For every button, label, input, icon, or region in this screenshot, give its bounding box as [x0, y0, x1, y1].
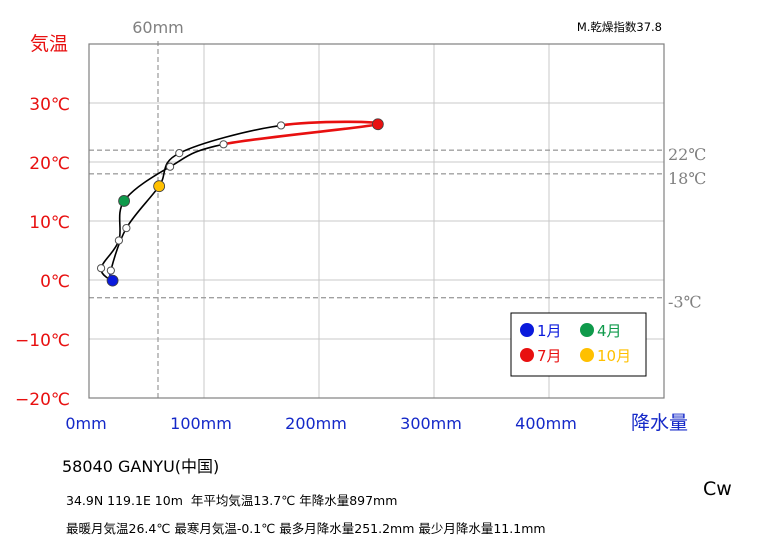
month-point-8	[276, 121, 286, 130]
legend-marker-7	[520, 348, 534, 362]
legend-label-4: 4月	[597, 322, 622, 340]
legend-label-1: 1月	[537, 322, 562, 340]
legend-marker-1	[520, 323, 534, 337]
precipitation-axis-label: 降水量	[631, 412, 688, 434]
temperature-axis-label: 気温	[30, 33, 68, 55]
reference-label-temp: -3℃	[668, 293, 701, 312]
month-point-1	[106, 274, 119, 287]
legend-label-7: 7月	[537, 347, 562, 365]
temperature-tick-label: 30℃	[29, 95, 70, 115]
climate-classification: Cw	[703, 478, 732, 500]
precipitation-tick-label: 300mm	[400, 414, 462, 433]
precipitation-tick-labels: 0mm 100mm 200mm 300mm 400mm	[65, 414, 577, 433]
legend: 1月 4月 7月 10月	[510, 312, 647, 377]
climate-curve	[100, 120, 380, 282]
temperature-tick-label: 10℃	[29, 213, 70, 233]
legend-marker-10	[580, 348, 594, 362]
month-point-2	[96, 264, 106, 273]
reference-label-temp: 18℃	[668, 169, 706, 188]
station-name: 58040 GANYU(中国)	[62, 457, 220, 476]
temperature-tick-label: −10℃	[15, 331, 70, 351]
month-point-7	[371, 118, 384, 131]
precipitation-tick-label: 200mm	[285, 414, 347, 433]
temperature-tick-label: 20℃	[29, 154, 70, 174]
station-summary: 34.9N 119.1E 10m 年平均気温13.7℃ 年降水量897mm	[66, 490, 397, 509]
legend-marker-4	[580, 323, 594, 337]
precipitation-tick-label: 100mm	[170, 414, 232, 433]
month-point-5	[165, 162, 175, 171]
station-extremes: 最暖月気温26.4℃ 最寒月気温-0.1℃ 最多月降水量251.2mm 最少月降…	[66, 521, 546, 536]
summer-segment-jun-jul	[223, 122, 379, 146]
grid	[89, 44, 664, 398]
annual-curve	[100, 121, 380, 282]
station-coords: 34.9N 119.1E 10m	[66, 493, 183, 508]
month-point-9	[175, 149, 184, 158]
temperature-tick-label: 0℃	[40, 272, 70, 292]
plot-frame	[88, 43, 665, 399]
precipitation-tick-label: 400mm	[515, 414, 577, 433]
month-points	[96, 118, 384, 287]
reference-label-temp: 22℃	[668, 145, 706, 164]
month-point-6	[219, 140, 228, 149]
temperature-tick-labels: −20℃ −10℃ 0℃ 10℃ 20℃ 30℃	[15, 95, 70, 410]
legend-box	[510, 312, 647, 377]
month-point-4	[118, 195, 130, 207]
month-point-3	[114, 236, 124, 245]
temperature-tick-label: −20℃	[15, 390, 70, 410]
month-point-11	[122, 223, 131, 233]
reference-label-precip: 60mm	[132, 18, 184, 37]
summer-segment-jul-aug	[280, 120, 380, 127]
reference-lines: 60mm 22℃ 18℃ -3℃	[89, 18, 706, 398]
month-point-10	[153, 180, 166, 193]
aridity-index: M.乾燥指数37.8	[577, 20, 662, 34]
station-annual: 年平均気温13.7℃ 年降水量897mm	[190, 493, 398, 508]
month-point-12	[106, 266, 115, 275]
legend-label-10: 10月	[597, 347, 631, 365]
precipitation-tick-label: 0mm	[65, 414, 106, 433]
